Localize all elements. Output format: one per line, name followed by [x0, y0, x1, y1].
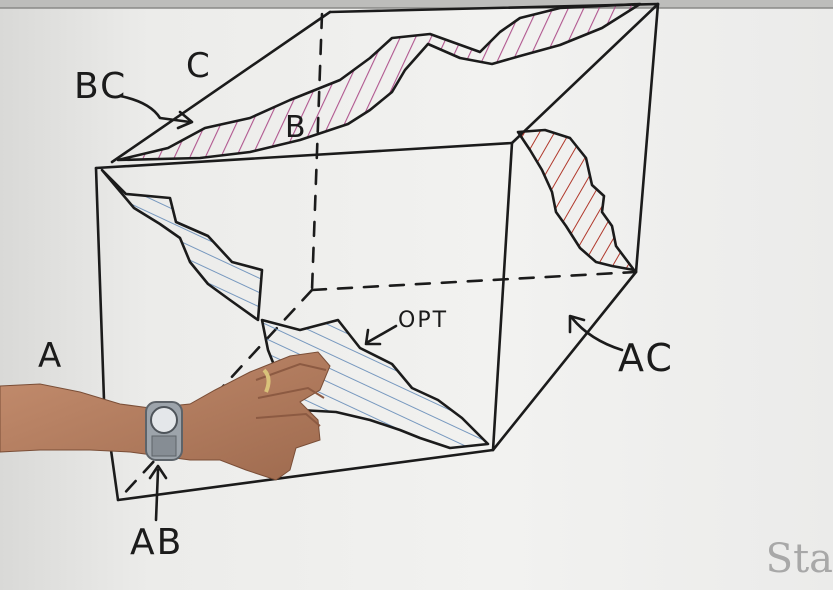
bc-arrow-head — [176, 110, 194, 130]
cube-top-left-edge — [110, 10, 332, 164]
board-top-frame — [0, 0, 833, 8]
cube-top-right-edge — [510, 2, 660, 145]
whiteboard — [0, 8, 833, 590]
bc-arrow — [118, 94, 192, 124]
ac-arrow — [570, 316, 624, 352]
region-ac-right-face — [516, 128, 636, 272]
label-bc: BC — [74, 66, 128, 107]
label-ac: AC — [618, 336, 674, 380]
cube-bottom-right-edge — [491, 270, 638, 452]
opt-arrow — [366, 324, 398, 344]
cube-front-right-edge — [491, 141, 514, 452]
watermark-text: Sta — [765, 536, 833, 582]
label-c: C — [186, 46, 212, 86]
cube-bottom-front-edge — [116, 448, 495, 502]
ab-arrow — [154, 468, 160, 522]
region-b-top-face — [116, 2, 642, 162]
wristwatch — [145, 401, 183, 461]
ab-arrow-head — [148, 464, 168, 480]
hidden-back-bottom-edge — [310, 270, 638, 292]
cube-front-top-edge — [94, 141, 514, 170]
opt-arrow-head — [364, 328, 382, 346]
ac-arrow-head — [568, 314, 586, 334]
region-a-left-face — [100, 168, 264, 322]
label-ab: AB — [130, 522, 184, 563]
label-b: B — [285, 110, 308, 145]
cube-back-right-edge — [634, 2, 660, 274]
hidden-vertical-edge — [310, 12, 324, 292]
label-opt: OPT — [398, 308, 449, 333]
label-a: A — [38, 336, 64, 376]
